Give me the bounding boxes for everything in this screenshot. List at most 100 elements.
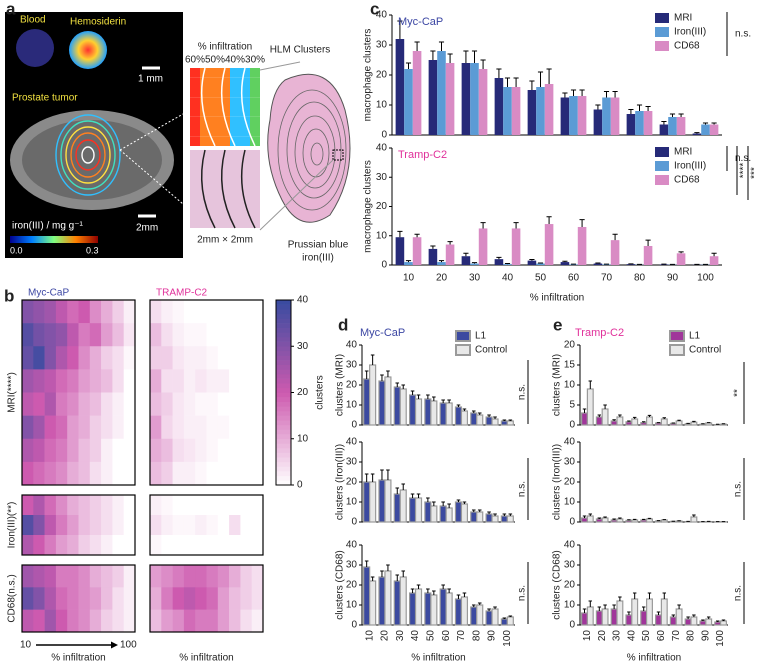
error-bar	[692, 614, 696, 617]
heat-cell	[89, 323, 102, 347]
bar	[640, 610, 648, 626]
bar	[645, 598, 653, 626]
heat-cell	[229, 438, 241, 463]
error-bar	[508, 615, 513, 617]
mosaic-cell	[190, 116, 200, 127]
heat-cell	[183, 369, 196, 393]
bar	[491, 515, 499, 523]
heat-cell	[251, 515, 264, 536]
y-tick-label: 40	[376, 10, 388, 21]
bar	[616, 416, 624, 426]
bar	[378, 576, 386, 626]
colorbar-step	[276, 480, 291, 486]
heat-cell	[172, 495, 185, 516]
x-tick-label: 60	[656, 630, 667, 642]
error-bar	[386, 564, 390, 571]
y-tick-label: 40	[564, 540, 576, 551]
heat-cell	[89, 535, 102, 556]
y-tick-label: 20	[346, 477, 358, 488]
heat-cell	[172, 369, 185, 393]
heat-cell	[206, 495, 219, 516]
bar	[506, 515, 514, 523]
bar	[424, 501, 432, 523]
heat-cell	[183, 346, 196, 370]
mosaic-cell	[210, 97, 220, 107]
bar	[560, 97, 570, 135]
mosaic-cell	[220, 136, 230, 146]
bar	[393, 386, 401, 426]
heat-cell	[44, 438, 57, 463]
bar	[684, 423, 692, 426]
legend-label: L1	[475, 331, 487, 342]
error-bar	[588, 380, 593, 389]
bar	[414, 497, 423, 523]
heat-cell	[44, 415, 57, 440]
label: iron(III) / mg g⁻¹	[12, 221, 84, 232]
bar	[393, 493, 401, 523]
error-bar	[447, 53, 453, 63]
heat-cell	[251, 392, 264, 416]
error-bar	[364, 560, 369, 567]
panel-a-art	[5, 12, 351, 258]
error-bar	[692, 420, 696, 423]
error-bar	[432, 396, 436, 401]
heat-cell	[229, 461, 241, 486]
heat-cell	[22, 609, 34, 633]
x-tick-label: 50	[641, 630, 652, 642]
legend-swatch	[655, 147, 669, 157]
label: 60%50%40%30%	[185, 55, 265, 66]
error-bar	[641, 518, 646, 520]
mosaic-cell	[230, 87, 240, 98]
error-bar	[416, 394, 421, 399]
x-axis-title: % infiltration	[51, 653, 105, 664]
colorbar-step	[276, 424, 291, 430]
label: Hemosiderin	[70, 17, 126, 28]
heat-cell	[33, 461, 45, 486]
row-label: Iron(III)(**)	[7, 502, 18, 549]
panel-label: c	[370, 0, 379, 18]
blood-phantom	[16, 29, 54, 67]
bar	[709, 124, 719, 135]
error-bar	[662, 417, 667, 419]
legend-label: Control	[689, 345, 721, 356]
heat-cell	[33, 587, 45, 610]
colorbar-tick-label: 20	[297, 387, 309, 398]
heat-cell	[183, 565, 196, 588]
heat-cell	[67, 515, 79, 536]
x-tick-label: 100	[715, 630, 726, 647]
error-bar	[597, 517, 602, 519]
error-bar	[380, 374, 384, 381]
error-bar	[721, 619, 726, 621]
mosaic-cell	[230, 116, 240, 127]
bar	[676, 253, 686, 265]
mosaic-cell	[230, 136, 240, 146]
heat-cell	[78, 535, 91, 556]
significance-label: n.s.	[735, 153, 751, 164]
colorbar-step	[276, 434, 291, 440]
heat-cell	[161, 515, 173, 536]
y-tick-label: 40	[376, 143, 388, 154]
heat-cell	[195, 565, 207, 588]
legend-swatch	[669, 330, 685, 342]
heat-cell	[240, 495, 252, 516]
heat-cell	[195, 346, 207, 370]
error-bar	[692, 514, 696, 517]
y-tick-label: 20	[376, 70, 388, 81]
mosaic-cell	[210, 116, 220, 127]
heat-cell	[240, 515, 252, 536]
bar	[645, 518, 653, 523]
error-bar	[647, 414, 652, 417]
heat-cell	[251, 369, 264, 393]
error-bar	[370, 354, 375, 365]
mosaic-cell	[190, 68, 200, 78]
bar	[602, 97, 611, 135]
error-bar	[462, 592, 467, 597]
colorbar-step	[276, 448, 291, 453]
bar	[437, 262, 446, 265]
iron-map-inset	[190, 68, 260, 146]
error-bar	[502, 513, 507, 516]
legend-label: CD68	[674, 41, 700, 52]
mosaic-cell	[190, 87, 200, 98]
bar	[631, 598, 639, 626]
bar	[690, 421, 698, 426]
